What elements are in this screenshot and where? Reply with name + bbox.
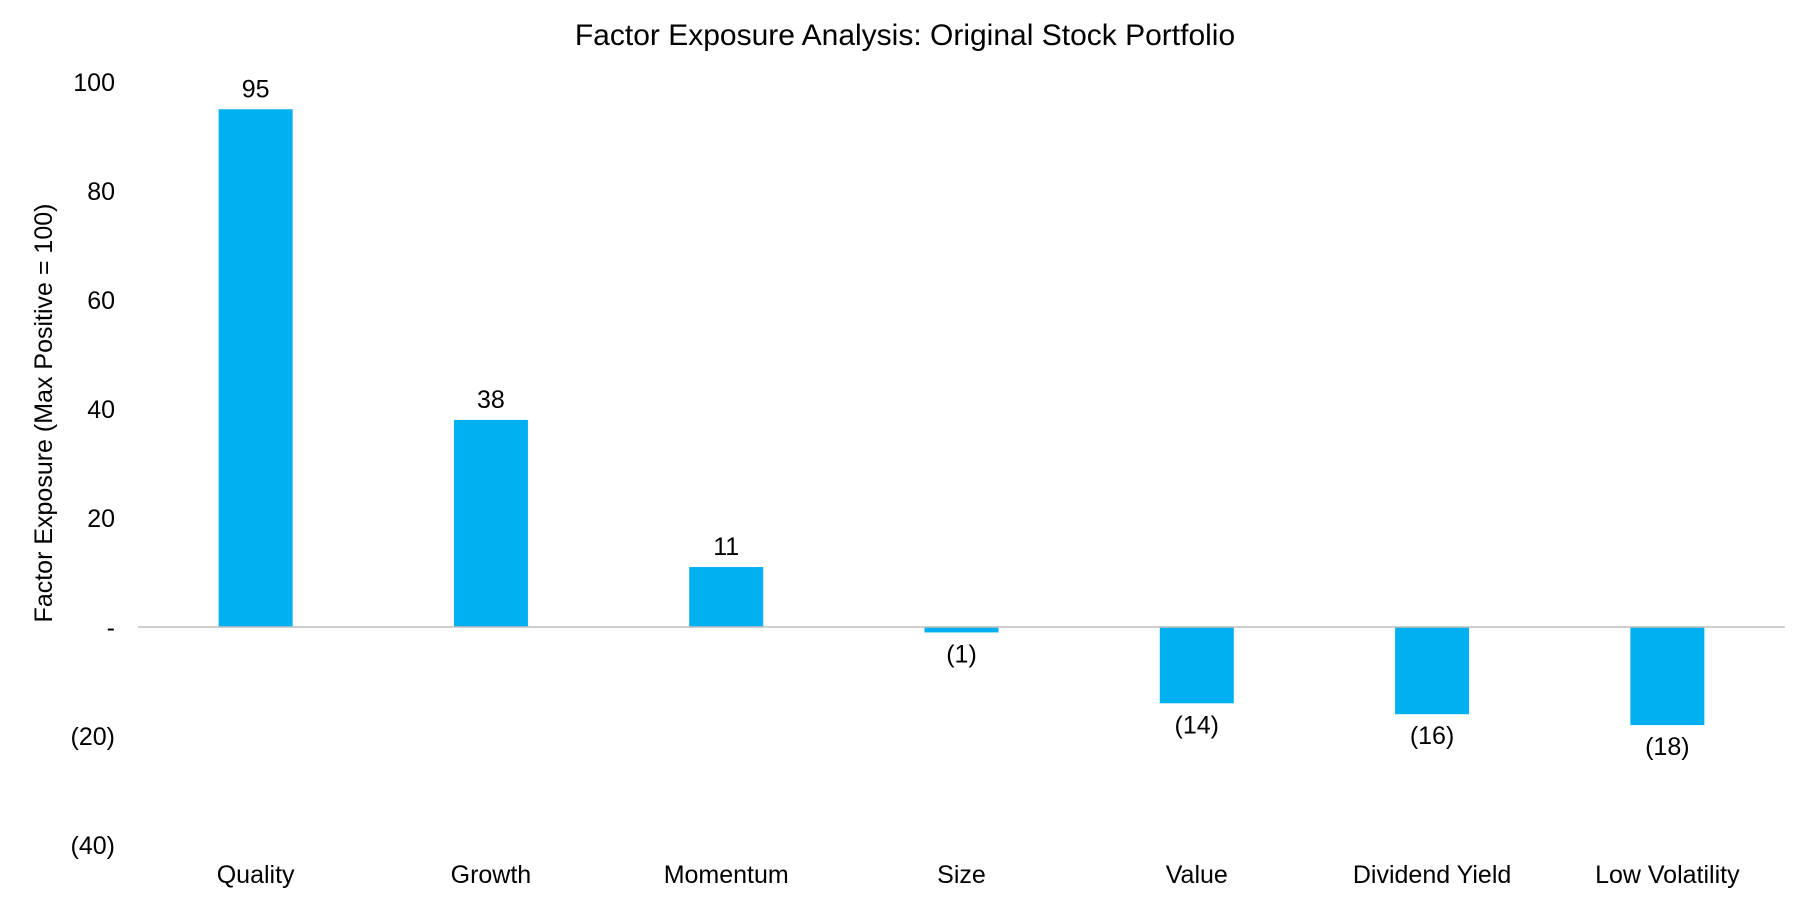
y-tick-label: 80 (87, 178, 115, 206)
bar-size (924, 627, 999, 633)
value-labels-group: 95 38 11 (1) (14) (16) (18) (242, 75, 1690, 761)
data-label: (18) (1645, 733, 1689, 761)
data-label: (16) (1410, 722, 1454, 750)
y-tick-label: 100 (73, 69, 115, 97)
bar-momentum (689, 567, 764, 627)
x-category-label: Dividend Yield (1353, 861, 1511, 889)
data-label: (14) (1175, 711, 1219, 739)
bar-value (1159, 627, 1234, 704)
y-tick-label: 20 (87, 505, 115, 533)
x-category-label: Momentum (664, 861, 789, 889)
x-category-label: Size (937, 861, 986, 889)
y-tick-label: - (107, 614, 115, 642)
y-axis-title: Factor Exposure (Max Positive = 100) (30, 204, 58, 623)
bar-dividend-yield (1395, 627, 1470, 715)
y-tick-label: (20) (71, 723, 115, 751)
data-label: (1) (946, 640, 977, 668)
y-tick-label: 40 (87, 396, 115, 424)
bars-group (218, 109, 1705, 726)
y-axis-ticks: 100 80 60 40 20 - (20) (40) (71, 69, 115, 860)
x-category-label: Quality (217, 861, 295, 889)
x-category-label: Growth (451, 861, 532, 889)
data-label: 38 (477, 386, 505, 414)
chart-title: Factor Exposure Analysis: Original Stock… (575, 19, 1235, 52)
bar-quality (218, 109, 293, 627)
bar-growth (453, 419, 528, 627)
x-category-label: Low Volatility (1595, 861, 1740, 889)
x-category-label: Value (1166, 861, 1228, 889)
y-tick-label: (40) (71, 832, 115, 860)
data-label: 95 (242, 75, 270, 103)
y-tick-label: 60 (87, 287, 115, 315)
bar-low-volatility (1630, 627, 1705, 726)
data-label: 11 (713, 533, 739, 561)
x-axis-labels: Quality Growth Momentum Size Value Dividend Y… (217, 861, 1740, 889)
